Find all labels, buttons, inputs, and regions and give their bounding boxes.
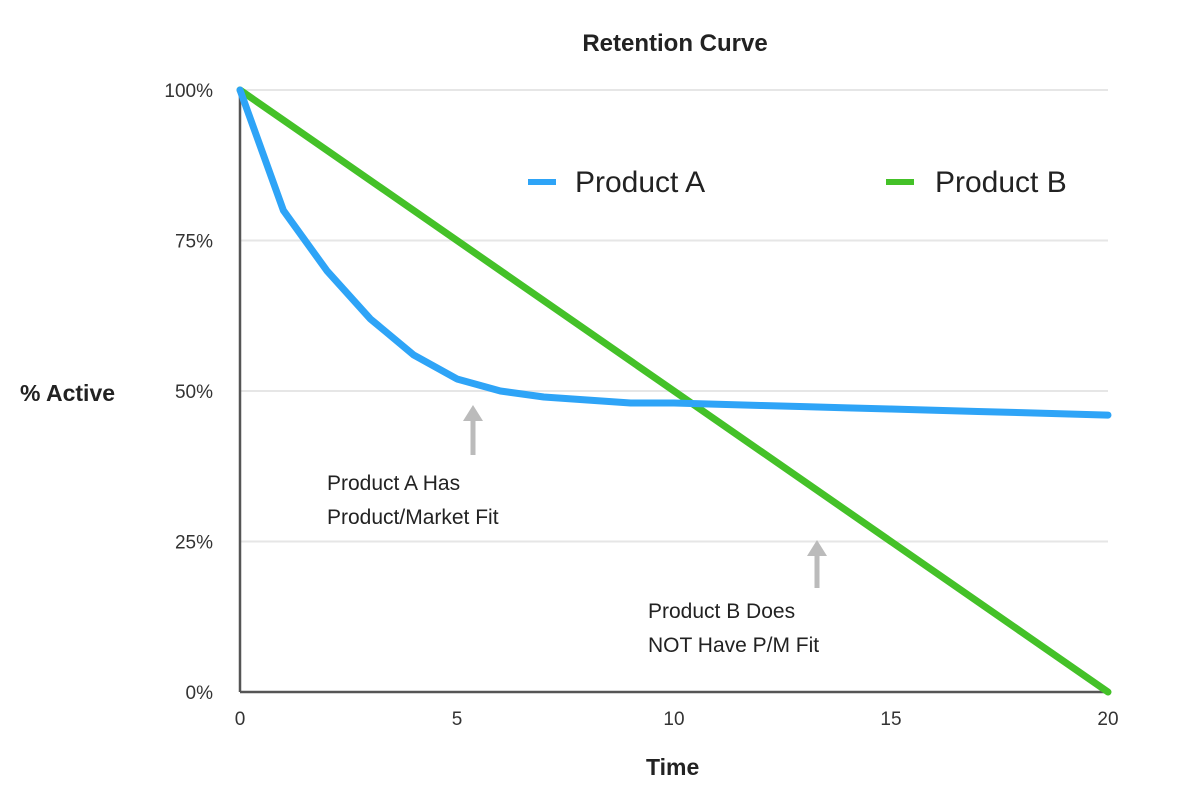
x-tick-label: 15 — [880, 709, 901, 730]
x-tick-label: 20 — [1097, 709, 1118, 730]
y-tick-label: 50% — [175, 382, 213, 403]
x-tick-label: 5 — [452, 709, 463, 730]
series-line-product-a — [236, 86, 1112, 419]
annotation-product-b: Product B Does NOT Have P/M Fit — [648, 595, 819, 663]
annotation-line: Product B Does — [648, 600, 796, 623]
annotation-line: Product/Market Fit — [327, 506, 499, 529]
annotation-product-a: Product A Has Product/Market Fit — [327, 467, 499, 535]
x-tick-label: 0 — [235, 709, 246, 730]
x-tick-label: 10 — [663, 709, 684, 730]
arrow-up-icon — [807, 540, 827, 556]
legend-label-product-a: Product A — [575, 166, 706, 199]
y-tick-label: 75% — [175, 232, 213, 253]
series-line-product-b — [236, 86, 1112, 696]
y-tick-label: 100% — [164, 81, 213, 102]
annotation-line: Product A Has — [327, 472, 461, 495]
legend-label-product-b: Product B — [935, 166, 1067, 199]
chart-title: Retention Curve — [582, 30, 768, 57]
x-axis-label: Time — [646, 754, 700, 780]
y-tick-label: 25% — [175, 533, 213, 554]
arrow-up-icon — [463, 405, 483, 421]
y-axis-label: % Active — [20, 380, 116, 406]
annotation-line: NOT Have P/M Fit — [648, 634, 820, 657]
y-tick-label: 0% — [186, 683, 214, 704]
